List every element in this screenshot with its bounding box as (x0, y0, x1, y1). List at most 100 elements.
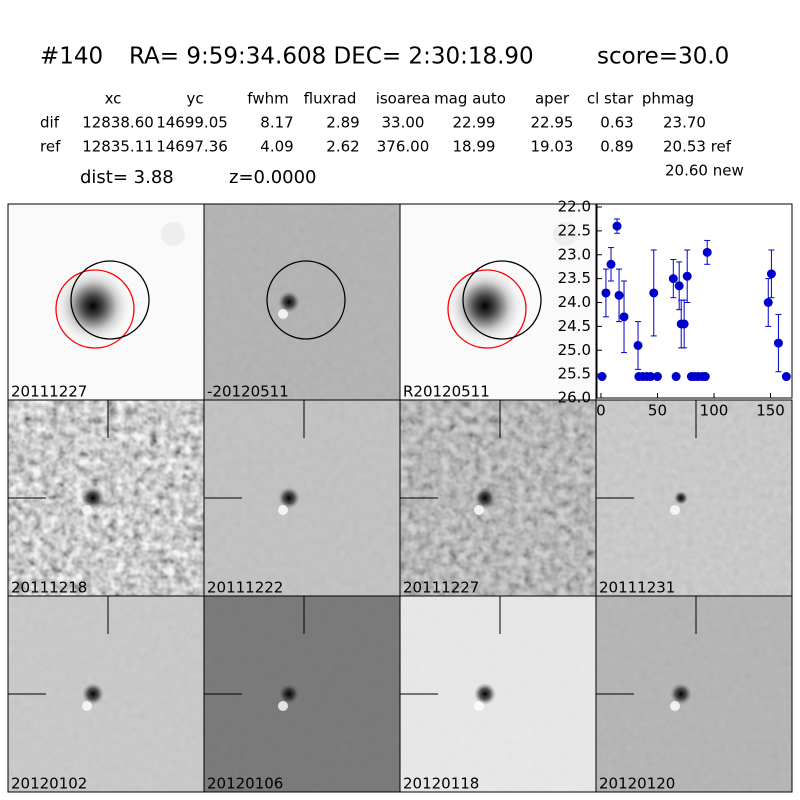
stamp: 20111218 (7, 399, 205, 597)
source (670, 683, 692, 705)
column-header: mag auto (434, 90, 506, 108)
x-tick-label: 150 (756, 402, 785, 420)
source (278, 291, 300, 313)
column-header: fwhm (247, 90, 288, 108)
faint-source (553, 222, 577, 246)
source (474, 683, 496, 705)
source (82, 683, 104, 705)
cell: 2.62 (326, 138, 359, 156)
y-tick-label: 26.0 (558, 389, 591, 407)
cell: 19.03 (531, 138, 574, 156)
data-point (601, 288, 611, 298)
residual (278, 505, 288, 515)
stamp-label: 20111218 (11, 579, 87, 597)
data-point (781, 372, 791, 382)
stamp: 20111231 (595, 399, 793, 597)
y-tick-label: 23.5 (558, 269, 591, 287)
black-aperture (462, 260, 542, 340)
phmag-new: 20.60 new (665, 162, 744, 180)
stamp-label: 20111222 (207, 579, 283, 597)
stamp-label: R20120511 (403, 383, 490, 401)
data-point (652, 372, 662, 382)
data-point (633, 340, 643, 350)
noise (204, 204, 400, 400)
data-point (612, 221, 622, 231)
cell: 8.17 (260, 114, 293, 132)
stamp: 20120118 (399, 595, 597, 793)
header: #140 RA= 9:59:34.608 DEC= 2:30:18.90 sco… (40, 44, 744, 189)
cell: 14697.36 (156, 138, 228, 156)
column-header: isoarea (376, 90, 431, 108)
stamp-label: 20111227 (403, 579, 479, 597)
cell: 33.00 (382, 114, 425, 132)
faint-source (161, 222, 185, 246)
cell: 4.09 (260, 138, 293, 156)
y-tick-label: 22.0 (558, 198, 591, 216)
y-tick-label: 25.0 (558, 341, 591, 359)
residual (82, 701, 92, 711)
coordinates: RA= 9:59:34.608 DEC= 2:30:18.90 (129, 44, 534, 70)
x-tick-label: 0 (596, 402, 606, 420)
stamp-image (8, 596, 204, 792)
source (278, 683, 300, 705)
stamp-image (204, 204, 400, 400)
residual (474, 701, 484, 711)
cell: 18.99 (453, 138, 496, 156)
stamp-image (204, 596, 400, 792)
stamp: 20120106 (203, 595, 401, 793)
plot-bg (597, 204, 792, 398)
cell: 0.89 (600, 138, 633, 156)
candidate-id: #140 (40, 44, 103, 70)
red-aperture (447, 269, 527, 349)
cell: 0.63 (600, 114, 633, 132)
stamp-image (400, 204, 596, 400)
source (82, 487, 104, 509)
residual (278, 701, 288, 711)
cell: 376.00 (377, 138, 430, 156)
data-point (671, 372, 681, 382)
stamp-image (400, 400, 596, 596)
cell: 12838.60 (82, 114, 154, 132)
data-point (649, 288, 659, 298)
dist: dist= 3.88 (80, 167, 174, 188)
stamp-label: 20111227 (11, 383, 87, 401)
residual (82, 505, 92, 515)
residual (278, 309, 288, 319)
column-header: phmag (642, 90, 694, 108)
y-tick-label: 24.0 (558, 293, 591, 311)
row-name: dif (40, 114, 60, 132)
column-header: xc (105, 90, 122, 108)
stamp: 20120102 (7, 595, 205, 793)
stamp-frame (595, 595, 793, 793)
data-point (614, 290, 624, 300)
stamp: 20111222 (203, 399, 401, 597)
column-header: cl star (587, 90, 634, 108)
stamp: 20120120 (595, 595, 793, 793)
column-header: aper (535, 90, 570, 108)
black-aperture (266, 260, 346, 340)
stamp-image (596, 596, 792, 792)
data-point (773, 338, 783, 348)
residual (670, 505, 680, 515)
stamp-image (400, 596, 596, 792)
black-aperture (70, 260, 150, 340)
data-point (679, 319, 689, 329)
cell: 23.70 (663, 114, 706, 132)
light-curve: 22.0 22.5 23.0 23.5 24.0 24.5 25.0 25.5 26.0 0 50 1… (558, 198, 793, 420)
data-point (606, 259, 616, 269)
stamp-image (8, 400, 204, 596)
red-aperture (55, 269, 135, 349)
data-point (668, 274, 678, 284)
y-tick-label: 22.5 (558, 221, 591, 239)
cell: 12835.11 (82, 138, 154, 156)
redshift: z=0.0000 (229, 167, 317, 188)
stamp-label: 20120102 (11, 775, 87, 793)
residual (474, 505, 484, 515)
data-point (702, 247, 712, 257)
stamp-image (8, 204, 204, 400)
column-header: yc (186, 90, 203, 108)
row-name: ref (40, 138, 61, 156)
y-tick-label: 25.5 (558, 365, 591, 383)
